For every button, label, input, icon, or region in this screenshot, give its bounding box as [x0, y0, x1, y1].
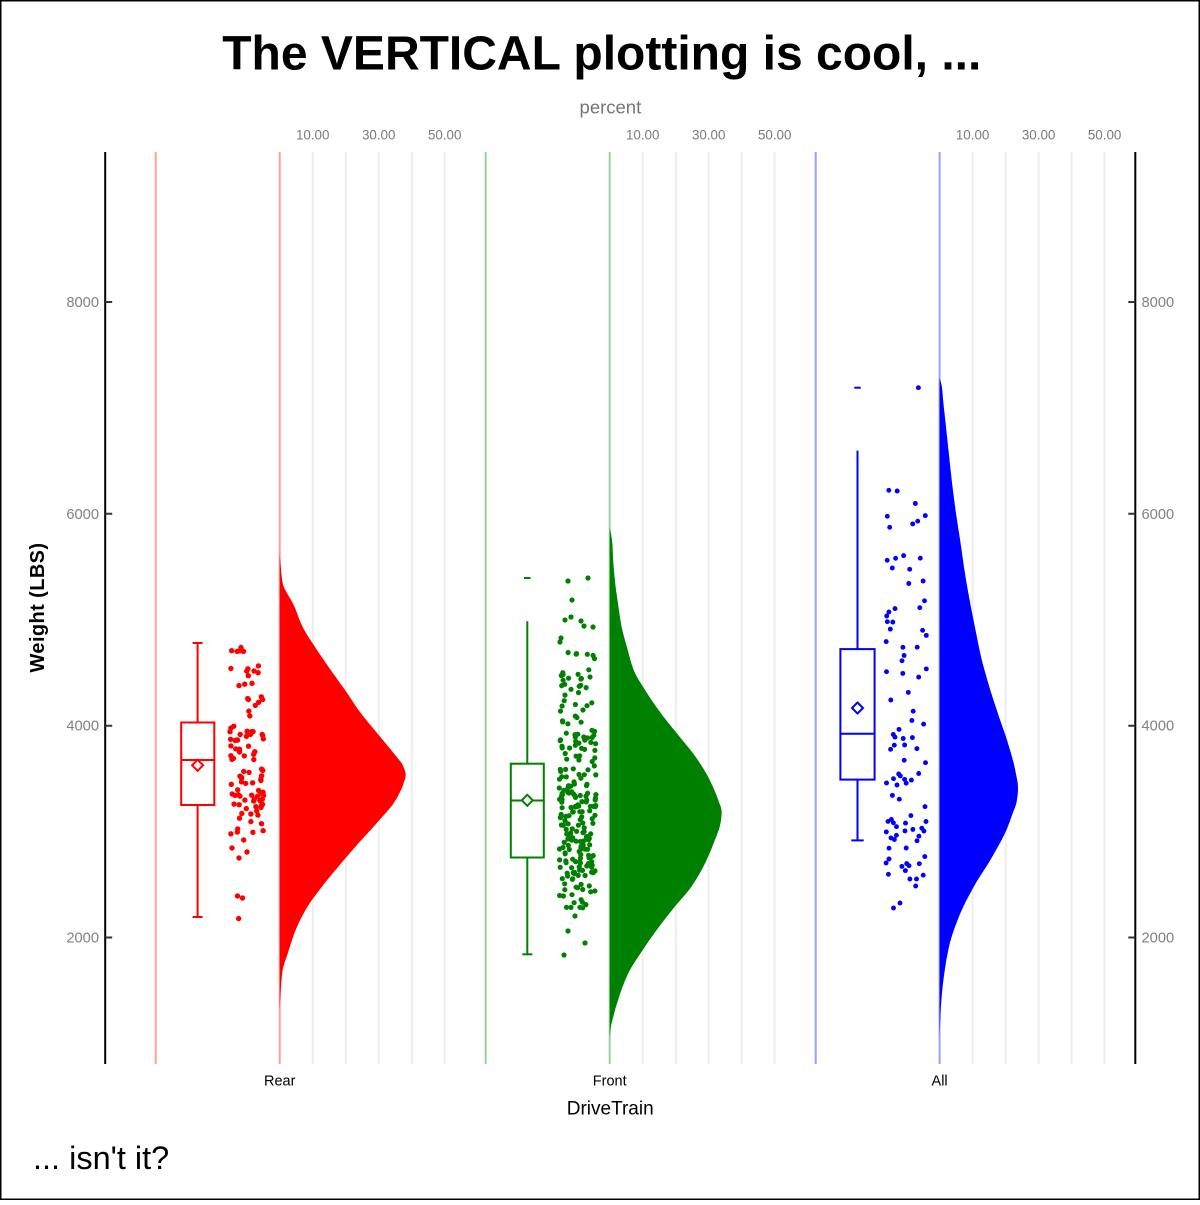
svg-text:10.00: 10.00 [626, 128, 660, 143]
svg-text:50.00: 50.00 [1088, 128, 1122, 143]
svg-text:30.00: 30.00 [1022, 128, 1056, 143]
svg-text:10.00: 10.00 [296, 128, 330, 143]
svg-text:6000: 6000 [66, 507, 99, 523]
svg-text:8000: 8000 [1142, 295, 1175, 311]
svg-text:Weight (LBS): Weight (LBS) [27, 543, 49, 673]
svg-text:2000: 2000 [1142, 931, 1175, 947]
svg-text:percent: percent [580, 97, 642, 118]
svg-text:... isn't it?: ... isn't it? [33, 1140, 169, 1176]
svg-text:Rear: Rear [264, 1073, 296, 1089]
svg-text:50.00: 50.00 [758, 128, 792, 143]
svg-text:30.00: 30.00 [692, 128, 726, 143]
svg-text:2000: 2000 [66, 931, 99, 947]
svg-text:50.00: 50.00 [428, 128, 462, 143]
svg-text:10.00: 10.00 [956, 128, 990, 143]
svg-text:Front: Front [593, 1073, 627, 1089]
svg-text:DriveTrain: DriveTrain [567, 1099, 654, 1120]
svg-text:4000: 4000 [1142, 719, 1175, 735]
svg-text:The VERTICAL plotting is cool,: The VERTICAL plotting is cool, ... [222, 28, 981, 81]
svg-text:8000: 8000 [66, 295, 99, 311]
svg-text:All: All [932, 1073, 948, 1089]
svg-text:4000: 4000 [66, 719, 99, 735]
svg-text:6000: 6000 [1142, 507, 1175, 523]
svg-text:30.00: 30.00 [362, 128, 396, 143]
